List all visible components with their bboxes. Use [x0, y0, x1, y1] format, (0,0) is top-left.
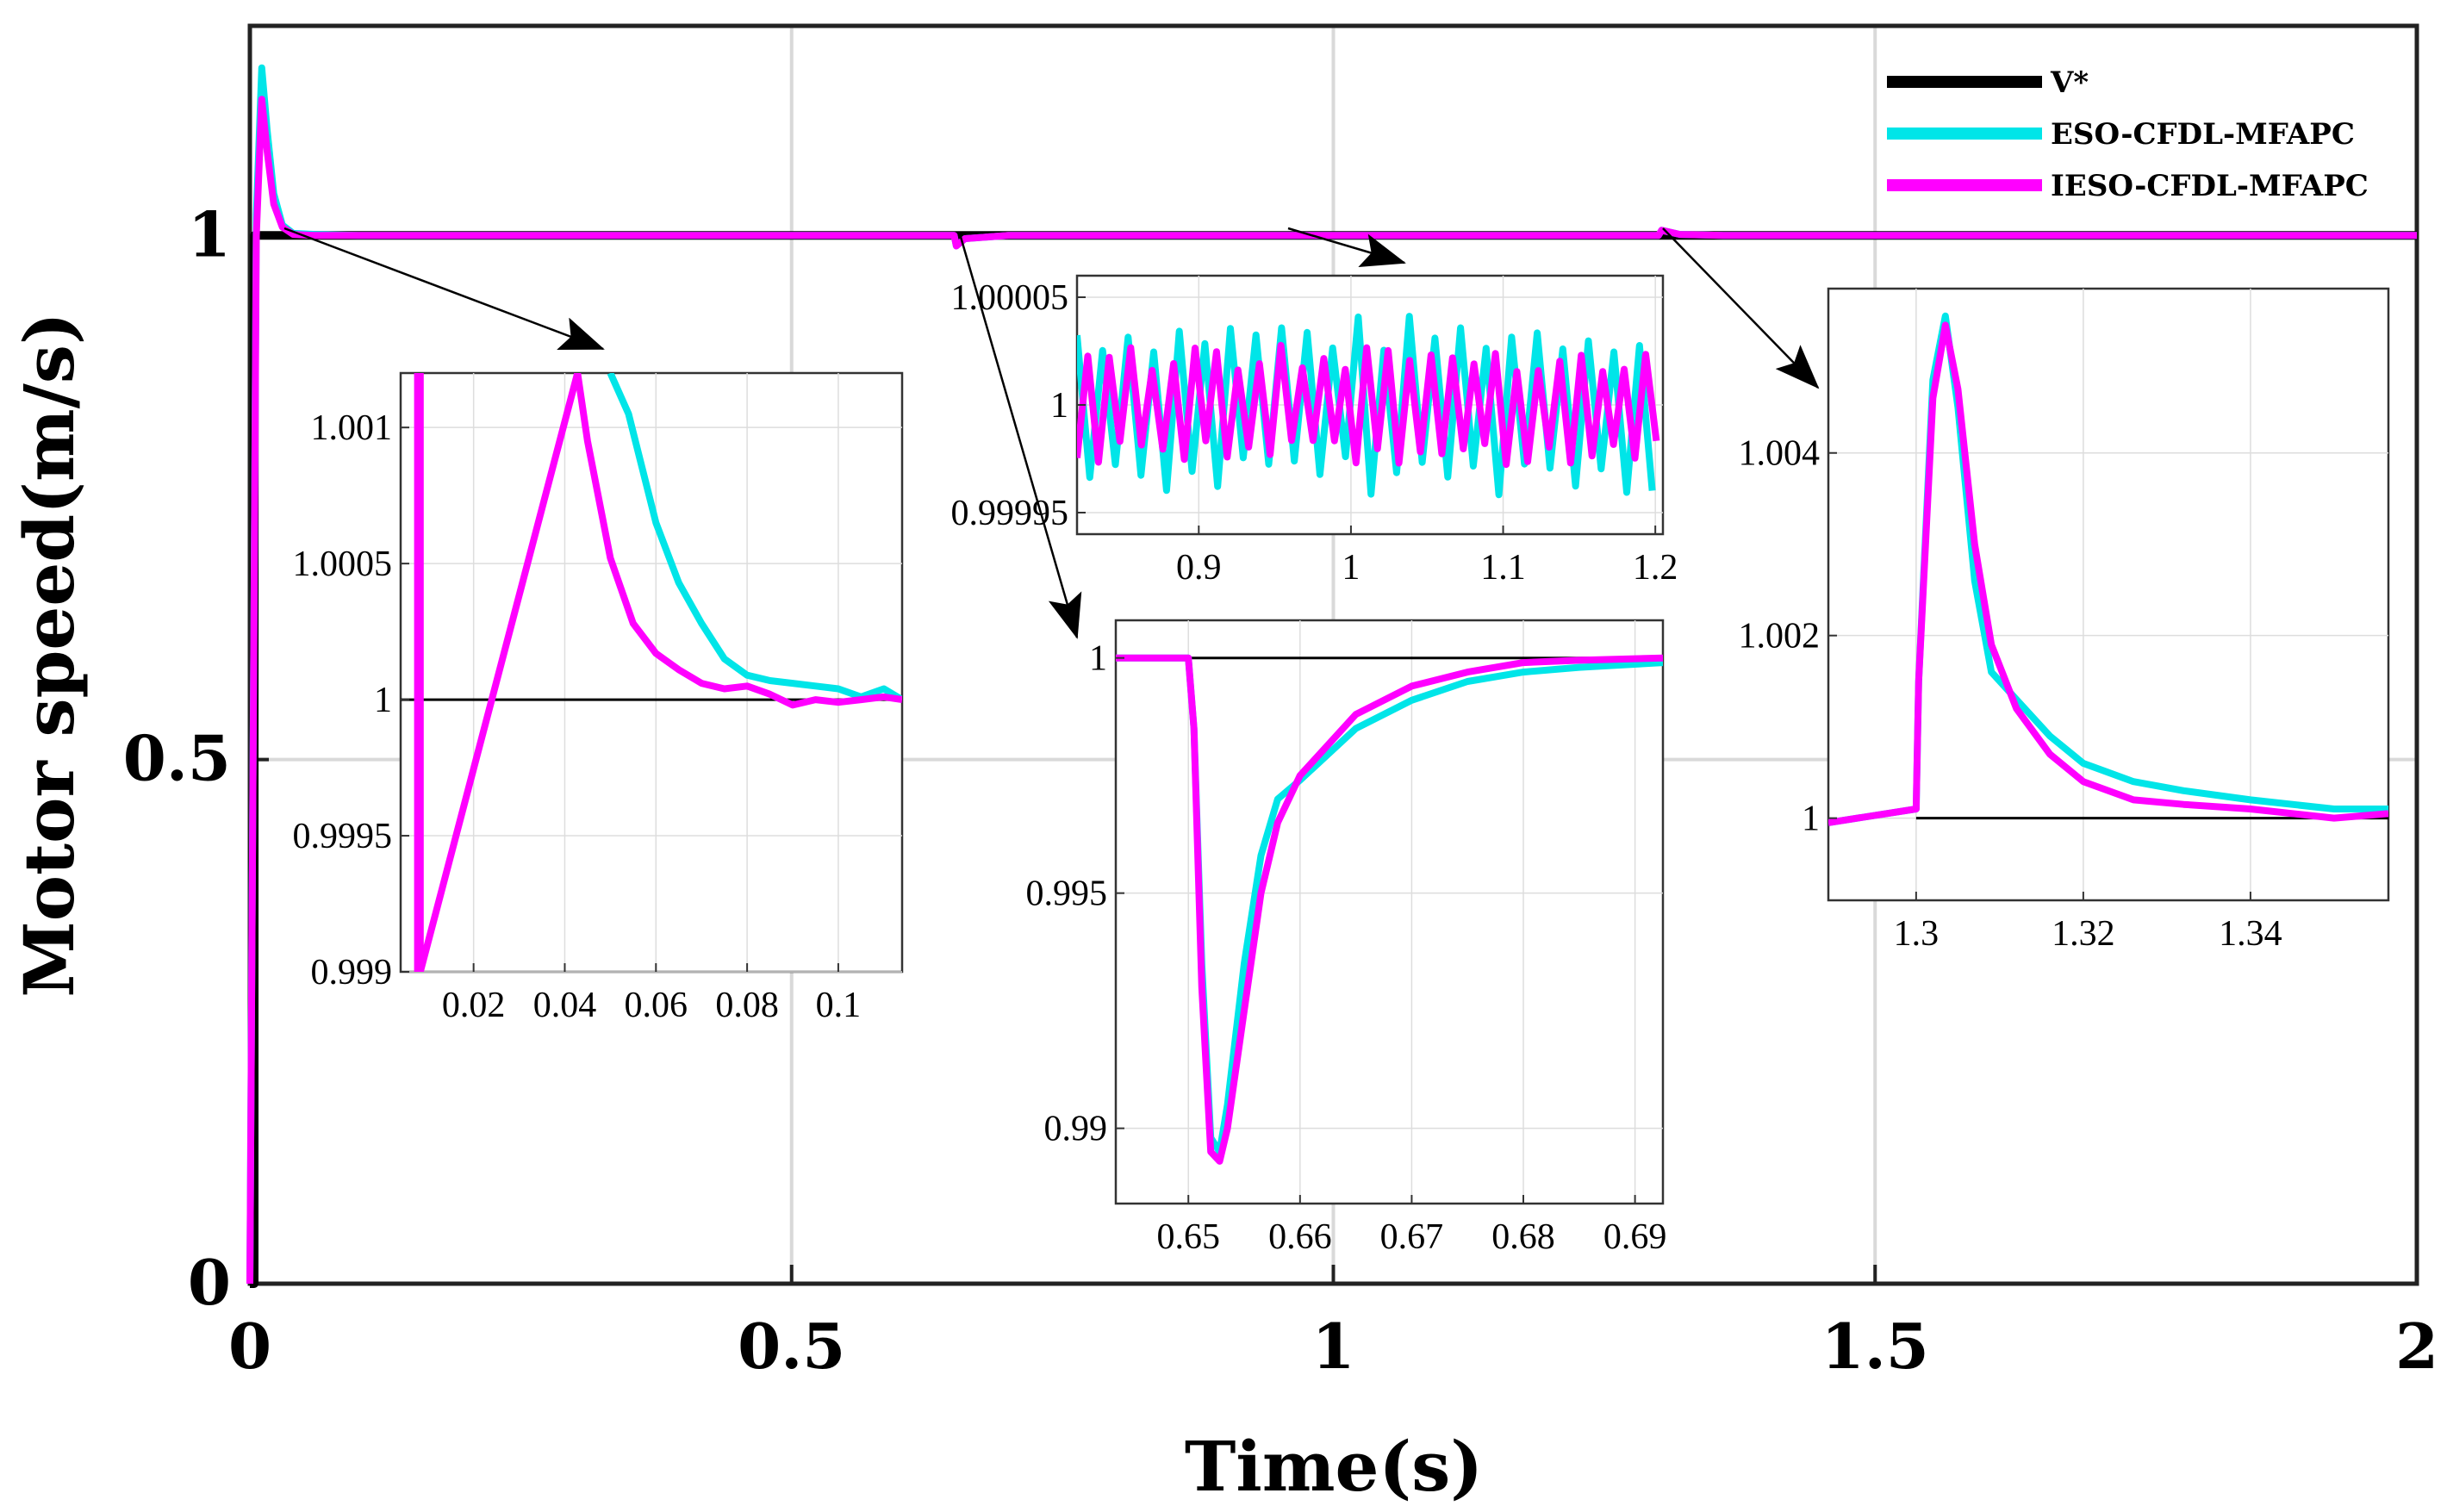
y-tick-label: 0.5: [123, 722, 231, 795]
x-tick-label: 0.5: [738, 1310, 845, 1383]
inset-y-tick-label: 1: [1089, 639, 1107, 679]
x-axis-label: Time(s): [1185, 1426, 1483, 1507]
inset-x-tick-label: 1: [1342, 548, 1360, 588]
inset-x-tick-label: 0.04: [533, 986, 597, 1025]
inset-x-tick-label: 0.65: [1156, 1217, 1220, 1257]
inset-y-tick-label: 0.99995: [951, 494, 1069, 533]
inset-x-tick-label: 0.06: [625, 986, 688, 1025]
inset-line-eso: [607, 373, 902, 703]
inset-y-tick-label: 0.9995: [293, 817, 393, 856]
inset-x-tick-label: 0.66: [1268, 1217, 1332, 1257]
inset-pointer-arrows: [283, 227, 1820, 639]
inset-frame: [399, 371, 904, 974]
arrow-to-load-drop-inset: [959, 236, 1082, 639]
inset-y-tick-label: 1: [374, 681, 392, 720]
legend-label-ref: V*: [2050, 65, 2089, 100]
inset-y-tick-label: 0.999: [311, 953, 393, 992]
x-tick-label: 0: [228, 1310, 271, 1383]
inset-x-tick-label: 0.1: [816, 986, 862, 1025]
inset-y-tick-label: 1: [1802, 800, 1820, 839]
inset-x-tick-label: 1.3: [1894, 914, 1940, 954]
y-tick-label: 1: [188, 197, 231, 271]
arrow-to-steady-inset: [1287, 227, 1406, 267]
inset-load_rise: 1.3 1.32 1.34 1 1.002 1.004: [1739, 287, 2390, 954]
inset-y-tick-label: 0.99: [1044, 1110, 1108, 1149]
zoom-insets: 0.02 0.04 0.06 0.08 0.1 0.999 0.9995 1 1.0005 1.0…: [293, 274, 2390, 1257]
inset-y-tick-label: 1.0005: [293, 544, 393, 584]
inset-x-tick-label: 0.02: [442, 986, 506, 1025]
y-tick-label: 0: [188, 1246, 231, 1319]
inset-load_drop: 0.65 0.66 0.67 0.68 0.69 0.99 0.995 1: [1026, 619, 1667, 1257]
inset-frame: [1114, 619, 1665, 1205]
inset-series: [1116, 654, 1663, 1165]
inset-y-tick-label: 1.001: [311, 408, 393, 448]
legend-label-ieso: IESO-CFDL-MFAPC: [2051, 169, 2369, 203]
inset-series: [1828, 312, 2388, 826]
inset-x-tick-label: 0.67: [1380, 1217, 1444, 1257]
inset-y-tick-label: 1.00005: [951, 278, 1069, 318]
inset-y-tick-label: 1: [1050, 386, 1068, 426]
inset-x-tick-label: 1.32: [2052, 914, 2115, 954]
inset-x-tick-label: 0.68: [1491, 1217, 1555, 1257]
legend: V* ESO-CFDL-MFAPC IESO-CFDL-MFAPC: [1887, 65, 2369, 203]
inset-x-tick-label: 1.34: [2219, 914, 2282, 954]
x-tick-label: 2: [2395, 1310, 2438, 1383]
inset-line-ieso: [1116, 654, 1663, 1165]
inset-y-tick-label: 1.004: [1739, 434, 1821, 474]
inset-x-tick-label: 1.1: [1480, 548, 1526, 588]
inset-line-ieso: [414, 373, 902, 972]
inset-series: [401, 373, 902, 972]
arrow-to-startup-inset: [283, 227, 605, 351]
inset-y-tick-label: 1.002: [1739, 617, 1821, 656]
arrow-to-load-rise-inset: [1662, 227, 1820, 389]
inset-steady: 0.9 1 1.1 1.2 0.99995 1 1.00005: [951, 274, 1678, 588]
inset-startup: 0.02 0.04 0.06 0.08 0.1 0.999 0.9995 1 1.0005 1.0…: [293, 371, 904, 1025]
inset-line-ieso: [1828, 321, 2388, 826]
inset-x-tick-label: 0.08: [715, 986, 779, 1025]
inset-line-ieso: [1077, 341, 1660, 469]
inset-x-tick-label: 0.9: [1176, 548, 1222, 588]
legend-label-eso: ESO-CFDL-MFAPC: [2051, 117, 2355, 152]
y-axis-label: Motor speed(m/s): [9, 312, 90, 998]
x-tick-label: 1.5: [1821, 1310, 1929, 1383]
x-tick-label: 1: [1311, 1310, 1354, 1383]
inset-y-tick-label: 0.995: [1026, 874, 1108, 914]
main-tick-labels: 0 0.5 1 1.5 2 0 0.5 1: [123, 197, 2438, 1383]
inset-x-tick-label: 1.2: [1633, 548, 1678, 588]
inset-x-tick-label: 0.69: [1603, 1217, 1667, 1257]
inset-series: [1077, 313, 1660, 499]
